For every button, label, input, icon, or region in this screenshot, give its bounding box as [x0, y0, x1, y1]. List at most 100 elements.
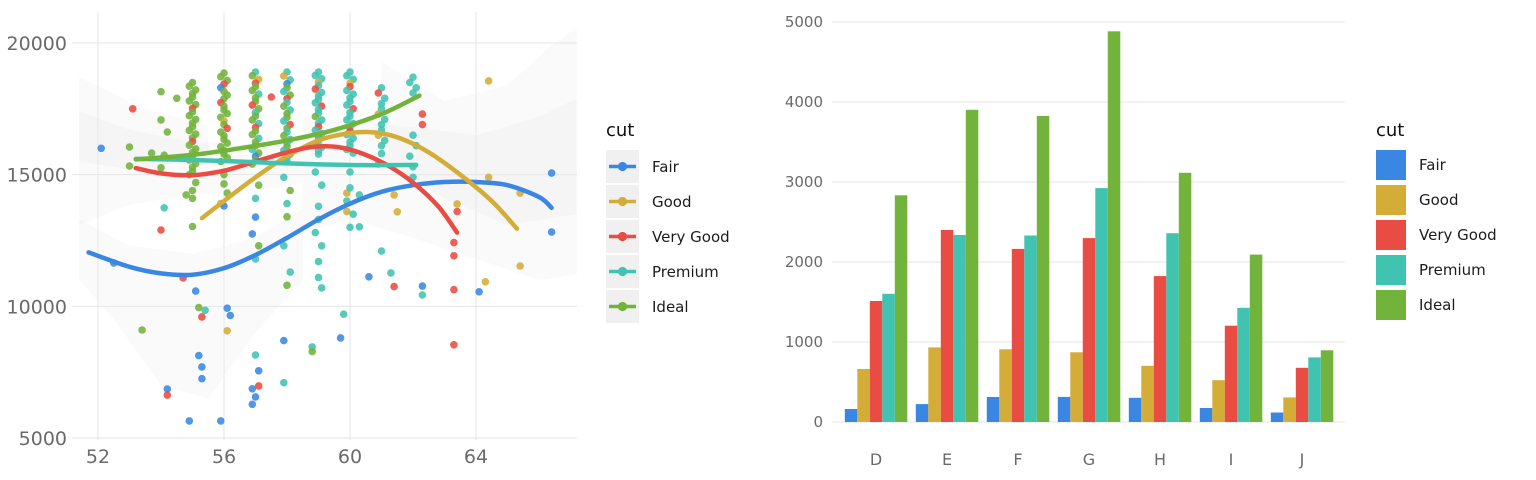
- bar-fair: [1128, 397, 1142, 422]
- bar-fair: [1270, 412, 1284, 422]
- scatter-point: [343, 71, 351, 80]
- scatter-point: [185, 141, 194, 149]
- scatter-point: [188, 222, 197, 231]
- bar-ideal: [1249, 254, 1263, 422]
- legend-label: Ideal: [652, 297, 689, 316]
- legend-item-good: Good: [1376, 185, 1497, 215]
- scatter-point: [217, 417, 225, 425]
- scatter-point: [173, 94, 181, 103]
- scatter-point: [286, 268, 295, 276]
- legend-item-premium: Premium: [606, 255, 730, 288]
- scatter-point: [336, 334, 345, 342]
- y-tick-label: 20000: [7, 33, 67, 55]
- scatter-point: [182, 191, 190, 199]
- legend-key-line-dot-icon: [606, 185, 639, 218]
- scatter-point: [308, 347, 317, 356]
- bar-ideal: [1107, 31, 1121, 423]
- x-category-label: H: [1154, 450, 1166, 469]
- scatter-point: [286, 186, 295, 195]
- scatter-point: [280, 173, 288, 182]
- scatter-point: [248, 130, 257, 139]
- scatter-point: [138, 326, 146, 334]
- scatter-point: [280, 72, 288, 80]
- bar-group-I: [1199, 254, 1263, 422]
- scatter-point: [280, 102, 288, 110]
- bar-chart: 0 1000 2000 3000 4000 5000 D E F G H I J: [785, 13, 1345, 469]
- bar-legend-items: Fair Good Very Good Premium Ideal: [1376, 150, 1497, 325]
- legend-item-very-good: Very Good: [1376, 220, 1497, 250]
- scatter-point: [377, 99, 386, 108]
- scatter-point: [377, 247, 386, 255]
- scatter-point: [343, 101, 351, 109]
- legend-key-swatch-icon: [1376, 220, 1406, 250]
- scatter-point: [185, 111, 194, 120]
- bar-good: [1212, 380, 1225, 422]
- scatter-point: [393, 208, 402, 216]
- bar-premium: [1095, 188, 1108, 422]
- x-category-label: D: [870, 450, 882, 469]
- scatter-point: [418, 291, 427, 299]
- legend-item-good: Good: [606, 185, 730, 218]
- confidence-ribbon: [302, 98, 577, 280]
- bar-good: [1283, 397, 1296, 422]
- legend-label: Premium: [652, 262, 719, 281]
- legend-key-swatch-icon: [1376, 150, 1406, 180]
- scatter-point: [377, 120, 386, 129]
- scatter-point: [280, 87, 288, 96]
- scatter-point: [450, 252, 458, 260]
- scatter-grid: 52 56 60 64 5000 10000 15000 20000: [7, 12, 577, 468]
- scatter-point: [311, 112, 320, 121]
- x-tick-label: 52: [86, 446, 110, 468]
- x-category-label: F: [1013, 450, 1022, 469]
- scatter-legend-title: cut: [606, 120, 635, 141]
- bar-ideal: [1320, 350, 1334, 422]
- bar-group-G: [1057, 31, 1121, 423]
- bar-good: [1141, 365, 1154, 422]
- scatter-point: [453, 207, 461, 216]
- scatter-point: [251, 393, 260, 401]
- bar-fair: [1199, 408, 1213, 422]
- bar-very-good: [940, 230, 954, 422]
- scatter-legend-items: Fair Good Very Good Premium Ideal: [606, 150, 730, 325]
- scatter-point: [311, 228, 320, 237]
- scatter-point: [339, 310, 348, 319]
- bar-legend: cut Fair Good Very Good Premium Ideal: [1376, 120, 1497, 325]
- confidence-ribbon: [79, 77, 209, 172]
- scatter-point: [280, 117, 288, 125]
- scatter-point: [223, 139, 231, 147]
- bar-very-good: [1295, 367, 1309, 422]
- scatter-point: [409, 89, 417, 97]
- bar-good: [857, 369, 870, 422]
- y-tick-label: 5000: [785, 13, 823, 31]
- scatter-point: [387, 269, 395, 277]
- legend-label: Fair: [652, 157, 679, 176]
- scatter-point: [484, 77, 493, 85]
- scatter-point: [280, 336, 288, 345]
- scatter-point: [267, 93, 276, 101]
- scatter-point: [453, 200, 461, 208]
- scatter-point: [311, 168, 320, 176]
- scatter-point: [547, 169, 556, 177]
- y-tick-label: 5000: [19, 428, 67, 450]
- scatter-point: [248, 230, 257, 238]
- bar-good: [928, 347, 941, 422]
- scatter-point: [163, 385, 172, 393]
- scatter-point: [343, 116, 351, 124]
- bar-premium: [953, 235, 966, 422]
- scatter-point: [450, 341, 458, 349]
- scatter-point: [248, 101, 257, 109]
- scatter-point: [406, 152, 414, 160]
- bar-groups: [844, 31, 1334, 423]
- scatter-point: [311, 99, 320, 107]
- bar-group-H: [1128, 172, 1192, 422]
- smooth-line-ideal: [133, 93, 422, 162]
- bar-premium: [1237, 307, 1250, 422]
- bar-very-good: [1082, 238, 1096, 422]
- scatter-point: [349, 210, 358, 218]
- legend-item-fair: Fair: [1376, 150, 1497, 180]
- scatter-point: [163, 128, 172, 136]
- bar-ideal: [965, 109, 979, 423]
- x-tick-label: 60: [338, 446, 362, 468]
